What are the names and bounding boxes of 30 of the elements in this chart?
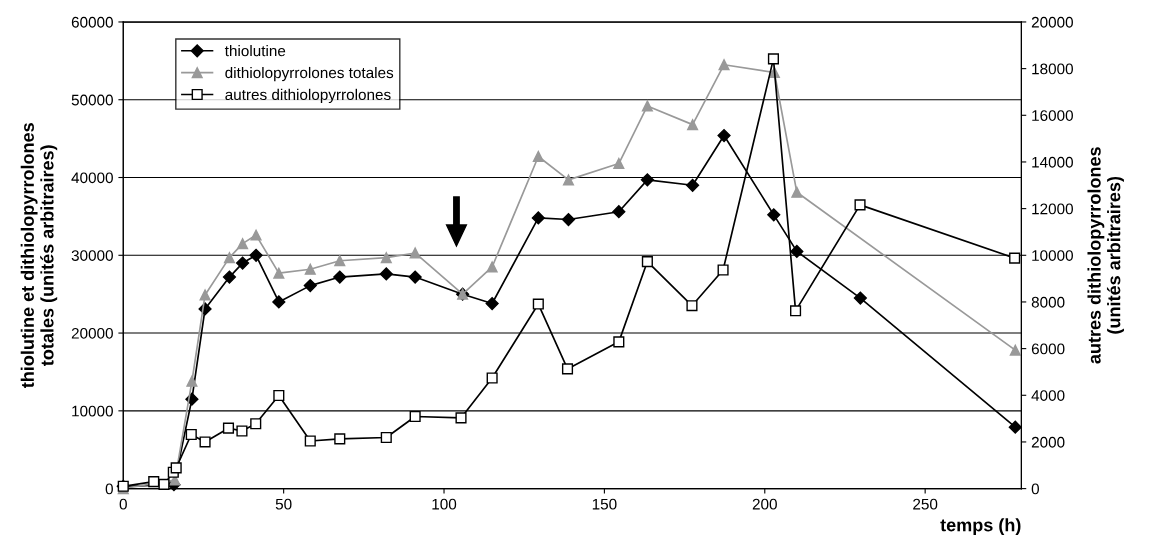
y2-tick-label: 10000 bbox=[1032, 250, 1073, 261]
y-tick-label: 50000 bbox=[71, 94, 113, 106]
y2-tick-label: 4000 bbox=[1031, 390, 1065, 401]
y2-tick-label: 12000 bbox=[1032, 203, 1073, 215]
x-tick-label: 200 bbox=[752, 498, 777, 510]
y-tick-label: 20000 bbox=[71, 327, 113, 339]
y-tick-label: 60000 bbox=[71, 16, 113, 28]
x-tick-label: 0 bbox=[119, 498, 127, 510]
x-tick-label: 50 bbox=[275, 498, 292, 510]
x-axis-title: temps (h) bbox=[940, 518, 1021, 535]
y2-tick-label: 18000 bbox=[1032, 63, 1073, 75]
y2-tick-label: 14000 bbox=[1032, 156, 1073, 168]
y2-tick-label: 16000 bbox=[1032, 110, 1073, 121]
y2-tick-label: 0 bbox=[1031, 483, 1039, 495]
y2-tick-label: 2000 bbox=[1031, 436, 1065, 448]
y2-axis-title: autres dithiolopyrrolones (unités arbitraires) bbox=[1087, 147, 1124, 364]
y-tick-label: 40000 bbox=[71, 172, 113, 184]
legend-label: thiolutine bbox=[224, 45, 286, 57]
y-axis-title: thiolutine et dithiolopyrrolones totales (unités arbitraires) bbox=[20, 123, 58, 388]
y-tick-label: 10000 bbox=[72, 405, 113, 417]
y2-tick-label: 8000 bbox=[1031, 296, 1065, 308]
y-tick-label: 30000 bbox=[71, 250, 113, 261]
y2-tick-label: 20000 bbox=[1031, 16, 1073, 28]
x-tick-label: 100 bbox=[432, 498, 457, 510]
legend-label: autres dithiolopyrrolones bbox=[225, 88, 391, 104]
x-tick-label: 150 bbox=[592, 498, 617, 510]
y2-tick-label: 6000 bbox=[1031, 343, 1065, 355]
x-tick-label: 250 bbox=[913, 498, 938, 510]
legend-label: dithiolopyrrolones totales bbox=[225, 66, 394, 82]
y-tick-label: 0 bbox=[105, 483, 113, 495]
